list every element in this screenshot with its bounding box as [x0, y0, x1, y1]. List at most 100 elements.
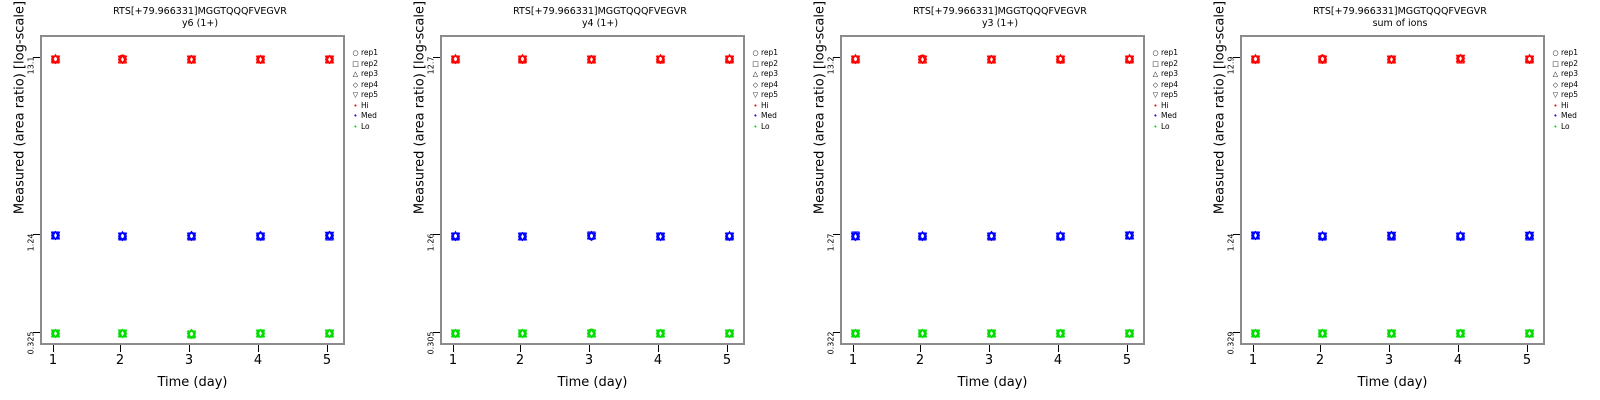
- legend-item[interactable]: ◇ rep4: [750, 80, 798, 91]
- legend-item[interactable]: □ rep2: [350, 59, 398, 70]
- legend-item[interactable]: □ rep2: [1150, 59, 1198, 70]
- data-point-marker: [255, 54, 265, 64]
- legend-item[interactable]: • Lo: [1150, 122, 1198, 133]
- panel-subtitle: sum of ions: [1372, 18, 1428, 29]
- data-point-marker: [655, 329, 665, 338]
- data-point-marker: [724, 54, 734, 64]
- data-point-marker: [850, 328, 860, 338]
- legend-item[interactable]: ▽ rep5: [750, 90, 798, 101]
- y-axis-tick-label: 12.7: [426, 56, 436, 75]
- x-axis-label: Time (day): [1357, 375, 1428, 390]
- legend: ○ rep1 □ rep2 △ rep3 ◇ rep4 ▽ rep5 • Hi • Med • Lo: [350, 48, 398, 132]
- legend-item[interactable]: • Med: [1550, 111, 1598, 122]
- data-point-marker: [450, 232, 460, 241]
- legend-item[interactable]: ◇ rep4: [1550, 80, 1598, 91]
- legend-item[interactable]: ○ rep1: [1150, 48, 1198, 59]
- data-point-marker: [1317, 55, 1327, 65]
- data-point-marker: [50, 329, 60, 338]
- legend-item[interactable]: ◇ rep4: [1150, 80, 1198, 91]
- data-point-marker: [255, 329, 265, 338]
- legend-item[interactable]: • Lo: [350, 122, 398, 133]
- legend-item[interactable]: • Hi: [350, 101, 398, 112]
- x-axis-tick-label: 3: [984, 353, 994, 368]
- legend-item[interactable]: ○ rep1: [750, 48, 798, 59]
- legend-item[interactable]: □ rep2: [750, 59, 798, 70]
- legend-item[interactable]: ▽ rep5: [350, 90, 398, 101]
- data-point-marker: [917, 231, 927, 241]
- legend-item[interactable]: • Lo: [750, 122, 798, 133]
- legend-item[interactable]: △ rep3: [1150, 69, 1198, 80]
- legend-item[interactable]: • Hi: [1550, 101, 1598, 112]
- data-point-marker: [450, 329, 460, 339]
- legend-item[interactable]: △ rep3: [750, 69, 798, 80]
- x-axis-tick-label: 4: [1453, 353, 1463, 368]
- legend-item[interactable]: • Hi: [750, 101, 798, 112]
- legend-item[interactable]: △ rep3: [1550, 69, 1598, 80]
- data-point-marker: [1455, 232, 1465, 241]
- data-point-marker: [517, 328, 527, 338]
- data-point-marker: [324, 231, 334, 241]
- data-point-marker: [586, 328, 596, 337]
- x-axis-tick: [1127, 345, 1128, 352]
- data-point-marker: [1386, 329, 1396, 339]
- legend-item[interactable]: □ rep2: [1550, 59, 1598, 70]
- legend-item[interactable]: ○ rep1: [1550, 48, 1598, 59]
- data-point-marker: [186, 54, 196, 64]
- legend-item-label: Med: [1561, 111, 1577, 120]
- legend-item[interactable]: ○ rep1: [350, 48, 398, 59]
- data-point-marker: [517, 232, 527, 242]
- legend-item[interactable]: • Med: [1150, 111, 1198, 122]
- data-point-marker: [1124, 328, 1134, 339]
- x-axis-tick-label: 3: [1384, 353, 1394, 368]
- data-point-marker: [117, 328, 127, 338]
- data-point-marker: [450, 54, 460, 64]
- data-point-marker: [450, 55, 460, 65]
- panel-title-block: RTS[+79.966331]MGGTQQQFVEGVR y6 (1+): [0, 6, 400, 30]
- x-axis-tick: [853, 345, 854, 352]
- data-point-marker: [1250, 55, 1260, 64]
- data-point-marker: [1455, 54, 1465, 64]
- data-point-marker: [117, 329, 127, 338]
- data-point-marker: [1455, 53, 1465, 63]
- legend-item-label: rep1: [761, 48, 779, 57]
- data-point-marker: [186, 231, 196, 241]
- y-axis-tick-label-wrap: 12.7: [400, 52, 436, 75]
- plot-inner: [1242, 37, 1543, 343]
- square-icon: □: [1552, 59, 1559, 68]
- legend-item[interactable]: ▽ rep5: [1150, 90, 1198, 101]
- legend-item[interactable]: △ rep3: [350, 69, 398, 80]
- legend-item-label: rep3: [1161, 69, 1179, 78]
- legend-item[interactable]: ▽ rep5: [1550, 90, 1598, 101]
- legend-item[interactable]: • Hi: [1150, 101, 1198, 112]
- legend-item-label: rep5: [761, 90, 779, 99]
- legend-item[interactable]: • Med: [750, 111, 798, 122]
- data-point-marker: [586, 231, 596, 241]
- data-point-marker: [1524, 54, 1534, 64]
- data-point-marker: [724, 232, 734, 241]
- data-point-marker: [1055, 53, 1065, 63]
- legend-item[interactable]: • Med: [350, 111, 398, 122]
- data-point-marker: [586, 54, 596, 64]
- data-point-marker: [917, 329, 927, 338]
- legend-item[interactable]: • Lo: [1550, 122, 1598, 133]
- y-axis-tick: [33, 234, 40, 235]
- data-point-marker: [724, 231, 734, 241]
- data-point-marker: [1386, 329, 1396, 339]
- data-point-marker: [850, 231, 860, 240]
- data-point-marker: [517, 329, 527, 338]
- y-axis-tick-label-wrap: 12.9: [1200, 52, 1236, 75]
- data-point-marker: [186, 55, 196, 64]
- data-point-marker: [1455, 329, 1465, 339]
- data-point-marker: [50, 230, 60, 241]
- y-axis-tick: [833, 57, 840, 58]
- legend-item-label: rep4: [361, 79, 379, 89]
- data-point-marker: [117, 232, 127, 242]
- data-point-marker: [450, 55, 460, 64]
- data-point-marker: [1524, 55, 1534, 64]
- data-point-marker: [450, 54, 460, 64]
- data-point-marker: [517, 54, 527, 64]
- legend-item[interactable]: ◇ rep4: [350, 80, 398, 91]
- x-axis-tick: [727, 345, 728, 352]
- square-icon: □: [352, 59, 359, 68]
- x-axis-tick-label: 5: [1522, 353, 1532, 368]
